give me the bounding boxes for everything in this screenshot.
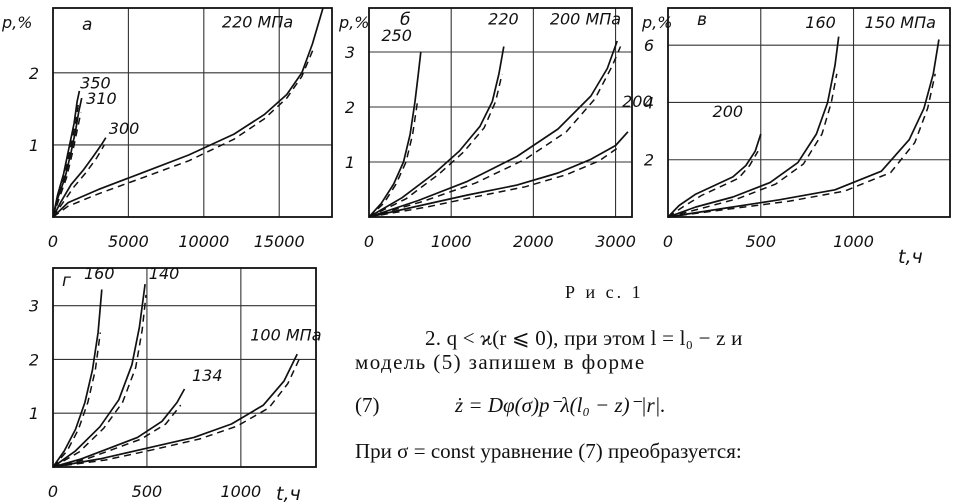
series-line-150 <box>667 39 940 218</box>
panel-letter: а <box>82 15 92 35</box>
series-line-220 <box>368 46 505 218</box>
curve-label: 100 МПа <box>250 326 321 345</box>
panel-letter: б <box>400 10 410 30</box>
series-model-160 <box>52 332 102 468</box>
y-tick-label: 6 <box>644 36 654 55</box>
series-line-300 <box>52 137 107 218</box>
series-model-220 <box>368 73 503 218</box>
series-model-200 <box>368 46 622 218</box>
figure-caption: Р и с. 1 <box>565 282 644 302</box>
curve-label: 300 <box>109 119 140 138</box>
equation-formula: ż = Dφ(σ)p⁻λ(l₀ − z)⁻|r|. <box>455 392 666 417</box>
curve-label: 150 МПа <box>865 13 936 32</box>
y-tick-label: 3 <box>345 43 355 62</box>
equation-number: (7) <box>355 392 380 417</box>
x-tick-label: 2000 <box>513 232 554 251</box>
y-tick-label: 1 <box>29 136 39 155</box>
series-model-100 <box>52 359 300 468</box>
y-tick-label: 2 <box>29 350 39 369</box>
plot-frame <box>368 7 633 218</box>
curve-label: 200 МПа <box>550 10 621 29</box>
series-model-220 <box>52 47 315 218</box>
x-axis-label: t,ч <box>276 483 301 504</box>
series-model-200 <box>667 150 759 218</box>
chart-panel-g: 0 500 1000 1 2 3 t,ч г 160 140 134 100 МПа <box>29 264 322 504</box>
curve-label: 134 <box>192 366 223 385</box>
series-model-134 <box>52 404 182 468</box>
y-tick-label: 1 <box>29 404 39 423</box>
plot-frame <box>667 7 951 218</box>
series-line-140 <box>52 283 146 468</box>
curve-label: 140 <box>149 264 180 283</box>
panel-letter: в <box>697 10 707 30</box>
curve-label: 200 <box>713 102 744 121</box>
plot-frame <box>52 7 333 218</box>
chart-panel-v: 0 500 1000 2 4 6 p,% t,ч в 200 160 150 МПа <box>641 7 951 268</box>
x-tick-label: 1000 <box>431 232 472 251</box>
y-tick-label: 2 <box>345 98 355 117</box>
series-line-250 <box>368 51 422 218</box>
paragraph-line-3: При σ = const уравнение (7) преобразуетс… <box>355 438 742 463</box>
series-line-350 <box>52 90 81 218</box>
series-line-200 <box>368 40 618 218</box>
x-tick-label: 0 <box>48 482 58 501</box>
series-model-300 <box>52 144 105 218</box>
series-line-200 <box>368 131 629 218</box>
series-line-134 <box>52 388 186 468</box>
y-tick-label: 4 <box>644 93 654 112</box>
x-tick-label: 1000 <box>833 232 874 251</box>
curve-label: 160 <box>84 264 115 283</box>
x-tick-label: 500 <box>132 482 163 501</box>
curve-label: 350 <box>80 74 111 93</box>
y-tick-label: 2 <box>29 64 39 83</box>
plot-frame <box>52 267 317 468</box>
x-axis-label: t,ч <box>898 246 923 268</box>
equation-7: (7) ż = Dφ(σ)p⁻λ(l₀ − z)⁻|r|. <box>355 392 955 422</box>
series-model-250 <box>368 101 419 218</box>
x-tick-label: 10000 <box>178 232 229 251</box>
x-tick-label: 3000 <box>595 232 636 251</box>
series-line-220 <box>52 7 324 218</box>
curve-label: 200 <box>622 92 653 111</box>
x-tick-label: 5000 <box>108 232 149 251</box>
series-model-200 <box>368 145 621 218</box>
curve-label: 160 <box>805 13 836 32</box>
y-axis-label: p,% <box>338 13 369 32</box>
y-tick-label: 1 <box>345 153 355 172</box>
curve-label: 220 МПа <box>222 12 293 31</box>
x-tick-label: 500 <box>745 232 776 251</box>
curve-label: 220 <box>488 10 519 29</box>
article-text: 2. q < ϰ(r ⩽ 0), при этом l = l₀ − z и м… <box>355 325 955 464</box>
paragraph-line-2: модель (5) запишем в форме <box>355 350 646 375</box>
x-tick-label: 1000 <box>220 482 261 501</box>
y-tick-label: 2 <box>644 151 654 170</box>
series-line-200 <box>667 133 762 218</box>
curve-label: 310 <box>86 89 117 108</box>
series-model-140 <box>52 294 147 468</box>
y-axis-label: p,% <box>641 13 672 32</box>
series-line-100 <box>52 353 298 468</box>
x-tick-label: 15000 <box>254 232 305 251</box>
series-line-160 <box>667 36 840 218</box>
series-line-310 <box>52 97 83 218</box>
y-tick-label: 3 <box>29 297 39 316</box>
y-axis-label: p,% <box>1 13 32 32</box>
series-model-310 <box>52 112 82 218</box>
x-tick-label: 0 <box>663 232 673 251</box>
x-tick-label: 0 <box>364 232 374 251</box>
series-model-160 <box>667 73 838 218</box>
x-tick-label: 0 <box>48 232 58 251</box>
series-line-160 <box>52 289 103 468</box>
panel-letter: г <box>62 271 71 291</box>
curve-label: 250 <box>381 26 412 45</box>
paragraph-line-1: 2. q < ϰ(r ⩽ 0), при этом l = l₀ − z и <box>425 326 743 350</box>
